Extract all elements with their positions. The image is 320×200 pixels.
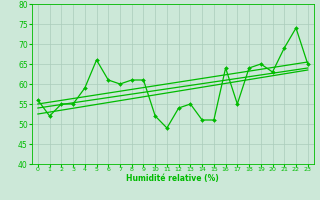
X-axis label: Humidité relative (%): Humidité relative (%)	[126, 174, 219, 183]
